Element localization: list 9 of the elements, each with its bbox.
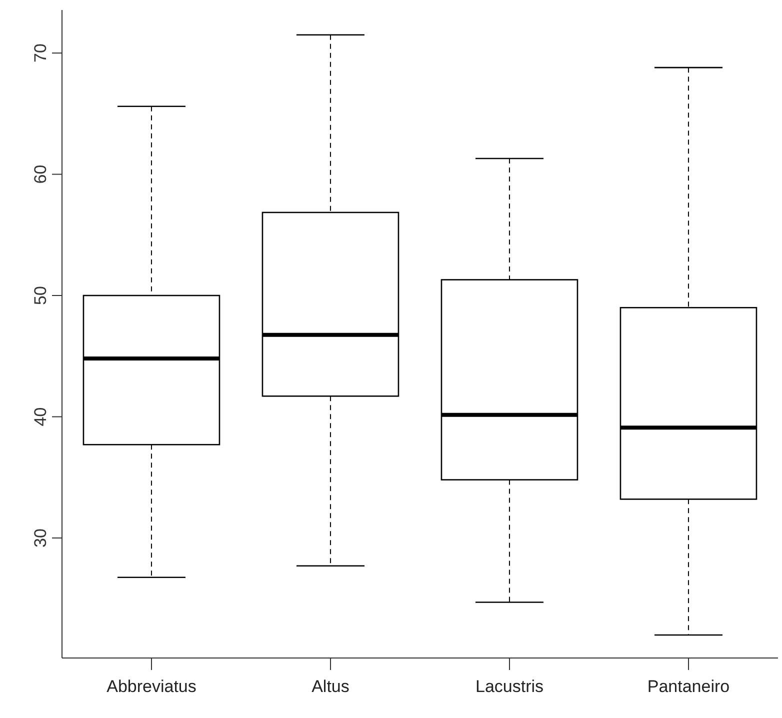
x-tick-label: Lacustris	[475, 677, 544, 696]
y-tick-label: 50	[31, 286, 50, 305]
y-tick-label: 70	[31, 44, 50, 62]
y-tick-label: 60	[31, 164, 50, 184]
x-tick-label: Abbreviatus	[106, 677, 196, 696]
y-tick-label: 30	[31, 528, 50, 548]
x-tick-label: Altus	[312, 677, 350, 696]
y-tick-label: 40	[31, 407, 50, 426]
x-tick-label: Pantaneiro	[647, 677, 730, 696]
